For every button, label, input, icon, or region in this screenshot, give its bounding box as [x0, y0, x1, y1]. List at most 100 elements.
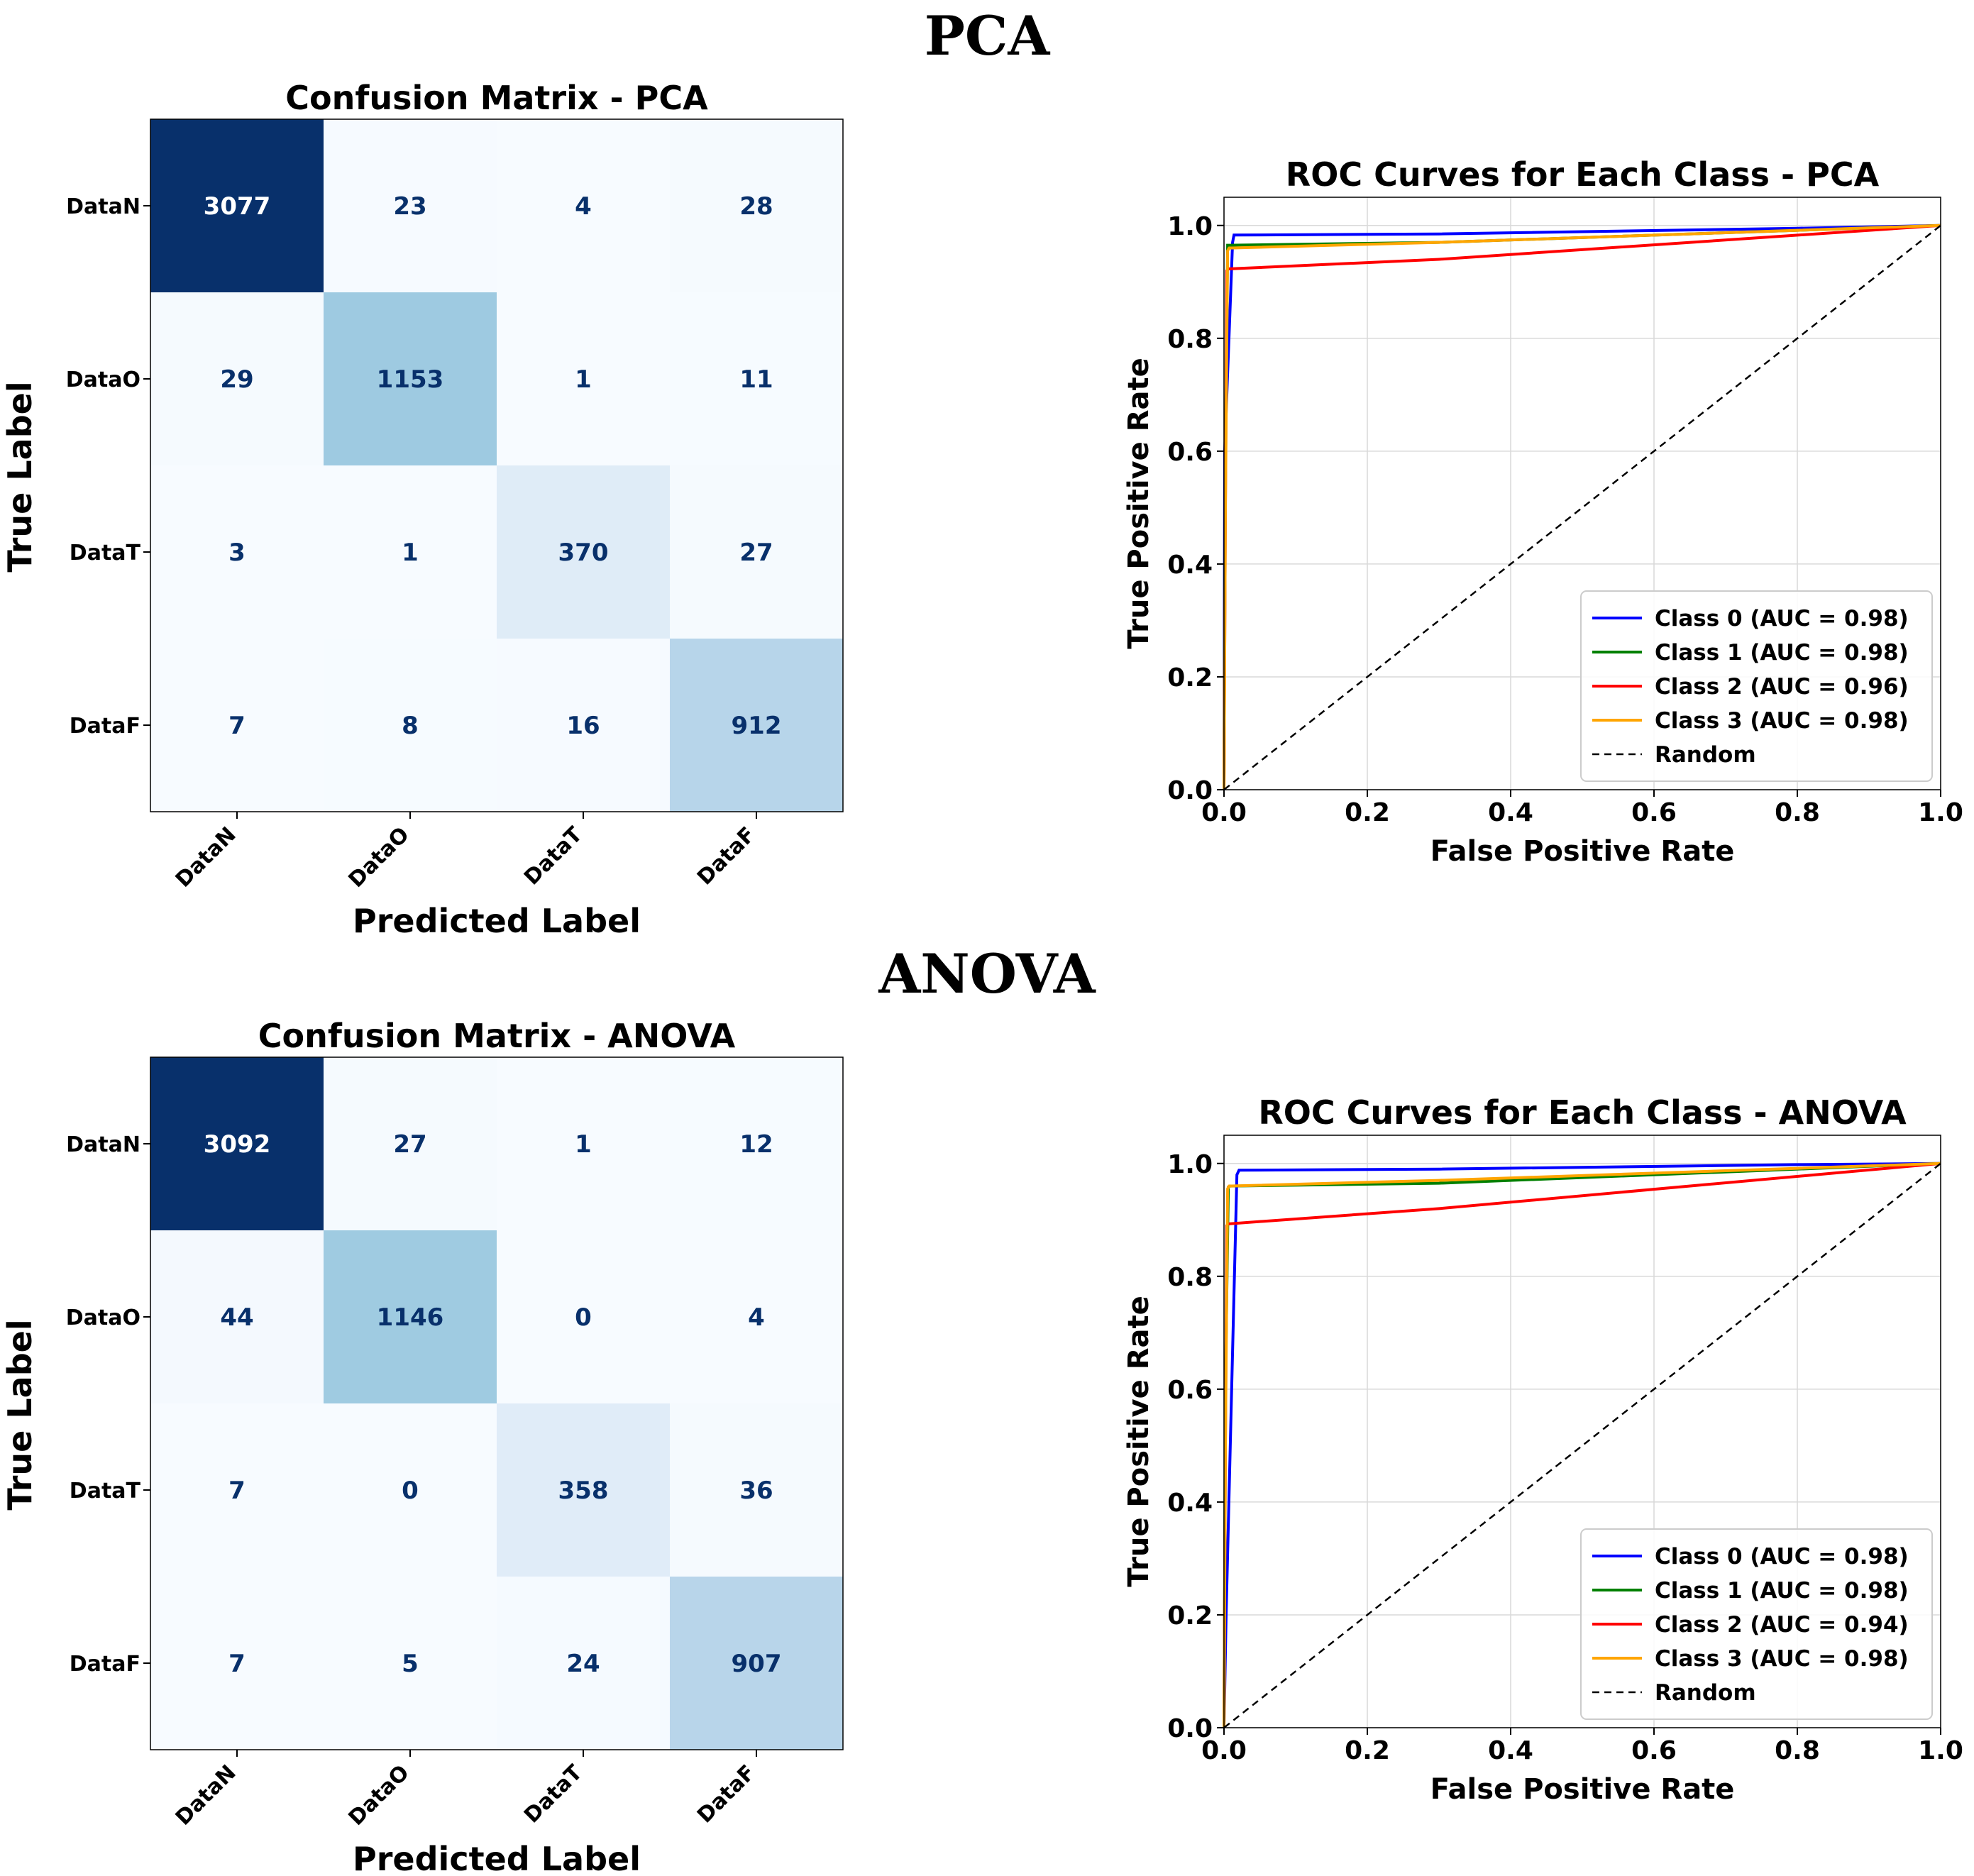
y-tick-label: 0.8	[1167, 1263, 1213, 1292]
cell-value-label: 0	[575, 1303, 592, 1332]
cell-value-label: 27	[739, 539, 773, 567]
chart-title: Confusion Matrix - ANOVA	[258, 1017, 736, 1055]
heatmap-cell	[324, 1230, 497, 1403]
series-line	[1223, 1162, 1941, 1728]
heatmap-cell	[497, 1403, 670, 1577]
legend-label: Class 0 (AUC = 0.98)	[1655, 1544, 1909, 1569]
legend-label: Random	[1655, 742, 1756, 768]
heatmap-cell	[324, 1577, 497, 1750]
x-tick-label: 0.0	[1201, 1736, 1247, 1765]
chart-title: Confusion Matrix - PCA	[285, 79, 708, 117]
heatmap-cell	[497, 292, 670, 465]
roc-chart-pca: ROC Curves for Each Class - PCA 0.0 0.2 0.4…	[1123, 155, 1963, 868]
section-title-pca: PCA	[924, 4, 1050, 67]
y-tick-label: DataO	[66, 368, 140, 392]
cell-value-label: 7	[228, 1477, 246, 1505]
x-tick-label: DataN	[171, 822, 241, 893]
cell-value-label: 3092	[204, 1130, 271, 1159]
x-axis-label: False Positive Rate	[1430, 1773, 1735, 1806]
cell-value-label: 44	[220, 1303, 253, 1332]
x-axis-label: False Positive Rate	[1430, 835, 1735, 868]
x-tick-label: 0.4	[1488, 1736, 1533, 1765]
y-tick-label: 0.8	[1167, 325, 1213, 354]
x-tick-label: 1.0	[1918, 1736, 1963, 1765]
cell-value-label: 16	[566, 712, 600, 740]
heatmap-cell	[497, 1577, 670, 1750]
y-tick-label: DataN	[66, 194, 140, 219]
y-tick-label: DataT	[70, 541, 141, 565]
y-tick-label: 0.6	[1167, 1376, 1213, 1405]
cell-value-label: 11	[739, 365, 773, 394]
heatmap-cell	[150, 1403, 324, 1577]
heatmap-cell	[150, 1577, 324, 1750]
y-tick-label: DataN	[66, 1132, 140, 1157]
heatmap-cell	[497, 119, 670, 292]
cell-value-label: 370	[558, 539, 609, 567]
chart-title: ROC Curves for Each Class - ANOVA	[1258, 1093, 1907, 1132]
x-tick-label: DataO	[343, 822, 414, 893]
plot-frame	[150, 118, 844, 812]
cell-value-label: 3	[228, 539, 246, 567]
y-tick-label: DataF	[70, 714, 140, 739]
legend-label: Random	[1655, 1680, 1756, 1706]
legend-label: Class 3 (AUC = 0.98)	[1655, 708, 1909, 734]
y-tick-label: 0.0	[1167, 776, 1213, 805]
heatmap-cell	[670, 1577, 843, 1750]
cell-value-label: 12	[739, 1130, 773, 1159]
series-line	[1223, 224, 1941, 790]
x-tick-label: DataT	[519, 822, 588, 890]
y-tick-label: DataO	[66, 1306, 140, 1330]
plot-frame	[150, 1056, 844, 1750]
cell-value-label: 907	[732, 1650, 782, 1678]
legend-label: Class 0 (AUC = 0.98)	[1655, 606, 1909, 631]
legend-box	[1580, 590, 1933, 782]
cell-value-label: 912	[732, 712, 782, 740]
cell-value-label: 1	[575, 365, 592, 394]
plot-frame	[1223, 1135, 1941, 1728]
y-axis-label: True Positive Rate	[1123, 1296, 1155, 1587]
y-axis-label: True Positive Rate	[1123, 358, 1155, 649]
legend-box	[1580, 1528, 1933, 1720]
cell-value-label: 5	[402, 1650, 419, 1678]
x-tick-label: DataN	[171, 1760, 241, 1831]
x-tick-label: 1.0	[1918, 798, 1963, 827]
cell-value-label: 29	[220, 365, 253, 394]
legend-label: Class 2 (AUC = 0.94)	[1655, 1612, 1909, 1638]
heatmap-cell	[150, 1057, 324, 1230]
heatmap-cell	[324, 119, 497, 292]
y-axis-label: True Label	[1, 381, 39, 572]
heatmap-cell	[497, 465, 670, 639]
heatmap-cell	[324, 1057, 497, 1230]
cell-value-label: 7	[228, 712, 246, 740]
cell-value-label: 36	[739, 1477, 773, 1505]
x-tick-label: 0.2	[1345, 1736, 1390, 1765]
heatmap-cell	[670, 1230, 843, 1403]
legend-label: Class 2 (AUC = 0.96)	[1655, 674, 1909, 700]
heatmap-cell	[670, 119, 843, 292]
x-tick-label: DataO	[343, 1760, 414, 1831]
heatmap-cell	[324, 465, 497, 639]
y-tick-label: DataF	[70, 1652, 140, 1677]
heatmap-cell	[497, 1057, 670, 1230]
cell-value-label: 1153	[377, 365, 444, 394]
cell-value-label: 28	[739, 192, 773, 221]
series-line	[1223, 1162, 1941, 1728]
x-axis-label: Predicted Label	[353, 902, 641, 940]
cell-value-label: 23	[393, 192, 426, 221]
cell-value-label: 8	[402, 712, 419, 740]
y-tick-label: 0.4	[1167, 551, 1213, 580]
x-axis-label: Predicted Label	[353, 1840, 641, 1876]
series-line	[1223, 224, 1941, 790]
plot-frame	[1223, 197, 1941, 790]
y-tick-label: 0.6	[1167, 438, 1213, 467]
legend-label: Class 1 (AUC = 0.98)	[1655, 1578, 1909, 1604]
heatmap-cell	[150, 1230, 324, 1403]
heatmap-cell	[324, 639, 497, 812]
cell-value-label: 0	[402, 1477, 419, 1505]
x-tick-label: 0.0	[1201, 798, 1247, 827]
legend-label: Class 1 (AUC = 0.98)	[1655, 640, 1909, 666]
x-tick-label: 0.6	[1631, 1736, 1677, 1765]
series-line	[1223, 1162, 1941, 1728]
section-title-anova: ANOVA	[878, 942, 1096, 1005]
